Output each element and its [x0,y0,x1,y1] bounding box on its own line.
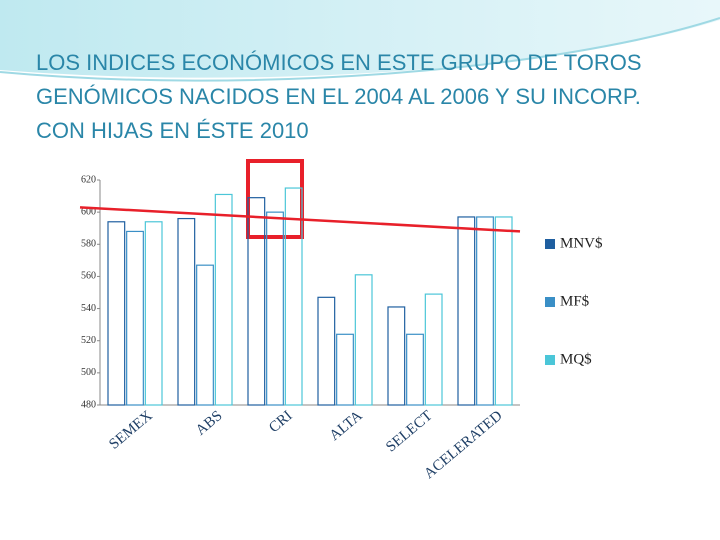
y-tick-label: 500 [81,367,96,378]
bar [196,264,214,406]
bar [214,193,233,406]
legend-swatch [545,239,555,249]
bar [284,187,303,406]
y-tick-label: 560 [81,271,96,282]
legend-label: MF$ [560,293,590,309]
bar [107,221,126,406]
title-line: GENÓMICOS NACIDOS EN EL 2004 AL 2006 Y S… [36,84,641,109]
y-tick-label: 620 [81,174,96,185]
y-tick-label: 520 [81,335,96,346]
legend-label: MNV$ [560,235,603,251]
x-tick-label: ALTA [327,408,366,444]
bar [494,216,513,406]
bar [424,293,443,406]
x-tick-label: SELECT [383,408,435,456]
bar [406,333,424,406]
legend-swatch [545,297,555,307]
y-tick-label: 480 [81,399,96,410]
bar [144,221,163,406]
title-line: LOS INDICES ECONÓMICOS EN ESTE GRUPO DE … [36,50,642,75]
bar [476,216,494,406]
header-swoosh [0,0,720,78]
legend-label: MQ$ [560,351,592,367]
y-tick-label: 540 [81,303,96,314]
bar [387,306,406,406]
x-tick-label: CRI [266,408,295,436]
legend-swatch [545,355,555,365]
y-tick-label: 580 [81,239,96,250]
y-tick-label: 600 [81,206,96,217]
trend-line [79,206,521,233]
bar [457,216,476,406]
bar [354,274,373,406]
highlight-box [246,159,304,239]
bar [247,197,266,406]
title-line: CON HIJAS EN ÉSTE 2010 [36,118,309,143]
bar [177,217,196,406]
x-tick-label: SEMEX [106,408,155,453]
bar [317,296,336,406]
x-tick-label: ABS [193,408,226,439]
bar [126,230,144,406]
bar [336,333,354,406]
header-curve [0,17,720,82]
bar [266,211,284,406]
